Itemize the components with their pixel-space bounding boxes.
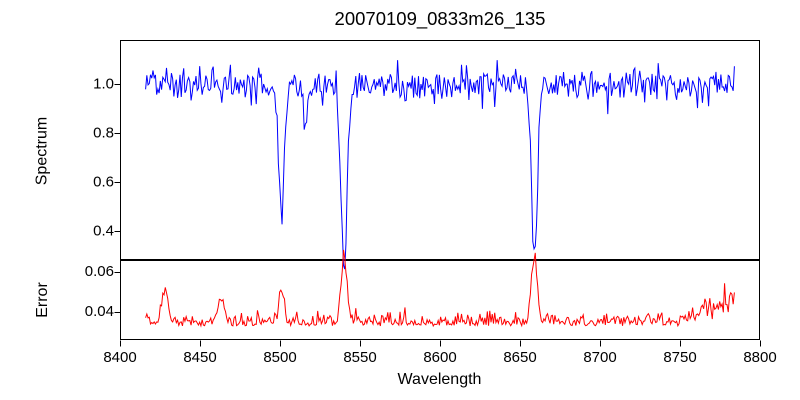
svg-text:8750: 8750 bbox=[663, 349, 696, 366]
svg-text:8550: 8550 bbox=[343, 349, 376, 366]
svg-text:Error: Error bbox=[34, 282, 51, 318]
svg-text:8600: 8600 bbox=[423, 349, 456, 366]
svg-text:20070109_0833m26_135: 20070109_0833m26_135 bbox=[335, 8, 546, 30]
svg-text:0.8: 0.8 bbox=[93, 125, 114, 142]
svg-text:8500: 8500 bbox=[263, 349, 296, 366]
svg-text:0.06: 0.06 bbox=[85, 263, 114, 280]
svg-text:8650: 8650 bbox=[503, 349, 536, 366]
svg-text:Wavelength: Wavelength bbox=[398, 371, 482, 388]
svg-text:0.4: 0.4 bbox=[93, 222, 114, 239]
svg-text:Spectrum: Spectrum bbox=[34, 117, 51, 185]
svg-text:8700: 8700 bbox=[583, 349, 616, 366]
svg-text:1.0: 1.0 bbox=[93, 76, 114, 93]
svg-text:8450: 8450 bbox=[183, 349, 216, 366]
svg-text:8400: 8400 bbox=[103, 349, 136, 366]
svg-text:0.04: 0.04 bbox=[85, 303, 114, 320]
svg-text:0.6: 0.6 bbox=[93, 173, 114, 190]
svg-text:8800: 8800 bbox=[743, 349, 776, 366]
